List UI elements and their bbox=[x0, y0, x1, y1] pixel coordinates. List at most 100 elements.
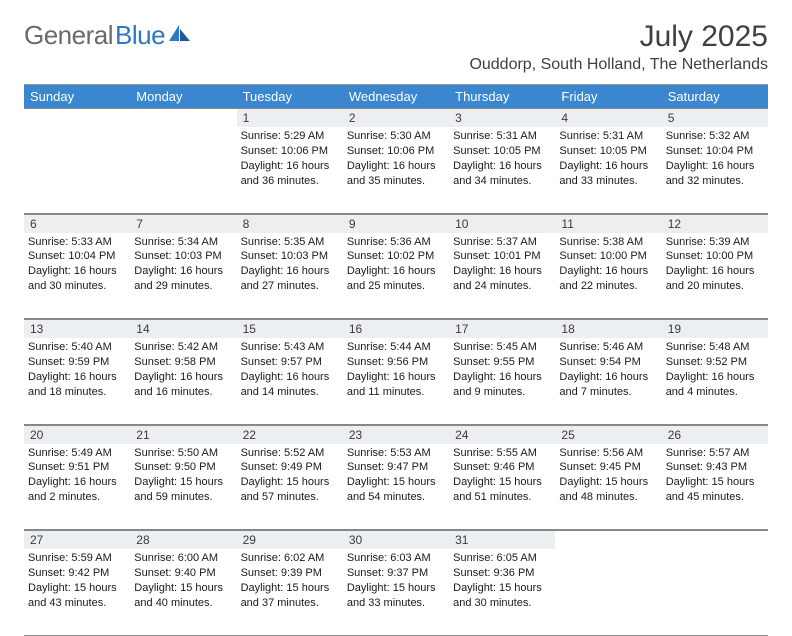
day-details: Sunrise: 5:49 AMSunset: 9:51 PMDaylight:… bbox=[24, 444, 130, 509]
day-detail-line: and 4 minutes. bbox=[666, 385, 764, 400]
day-details: Sunrise: 5:33 AMSunset: 10:04 PMDaylight… bbox=[24, 233, 130, 298]
day-number: 10 bbox=[449, 214, 555, 233]
day-number: 7 bbox=[130, 214, 236, 233]
day-cell-number: 9 bbox=[343, 213, 449, 233]
day-detail-line: Sunset: 10:04 PM bbox=[666, 144, 764, 159]
day-detail-line: Daylight: 15 hours bbox=[453, 475, 551, 490]
day-details: Sunrise: 5:46 AMSunset: 9:54 PMDaylight:… bbox=[555, 338, 661, 403]
title-block: July 2025 Ouddorp, South Holland, The Ne… bbox=[469, 20, 768, 74]
day-number: 21 bbox=[130, 425, 236, 444]
day-details: Sunrise: 6:02 AMSunset: 9:39 PMDaylight:… bbox=[237, 549, 343, 614]
day-cell-body: Sunrise: 5:50 AMSunset: 9:50 PMDaylight:… bbox=[130, 444, 236, 530]
day-details bbox=[555, 549, 661, 555]
day-cell-number: 17 bbox=[449, 319, 555, 339]
day-cell-body: Sunrise: 6:03 AMSunset: 9:37 PMDaylight:… bbox=[343, 549, 449, 635]
day-detail-line: Sunset: 10:02 PM bbox=[347, 249, 445, 264]
day-cell-body: Sunrise: 5:31 AMSunset: 10:05 PMDaylight… bbox=[555, 127, 661, 213]
day-cell-body: Sunrise: 5:52 AMSunset: 9:49 PMDaylight:… bbox=[237, 444, 343, 530]
day-detail-line: and 18 minutes. bbox=[28, 385, 126, 400]
day-cell-number: 4 bbox=[555, 108, 661, 127]
week-body-row: Sunrise: 5:49 AMSunset: 9:51 PMDaylight:… bbox=[24, 444, 768, 530]
header-tuesday: Tuesday bbox=[237, 85, 343, 109]
day-detail-line: Sunrise: 5:32 AM bbox=[666, 129, 764, 144]
day-detail-line: Sunrise: 6:02 AM bbox=[241, 551, 339, 566]
day-detail-line: Sunrise: 5:48 AM bbox=[666, 340, 764, 355]
day-number: 2 bbox=[343, 108, 449, 127]
day-detail-line: Sunset: 9:40 PM bbox=[134, 566, 232, 581]
day-detail-line: and 33 minutes. bbox=[347, 596, 445, 611]
day-cell-number: 15 bbox=[237, 319, 343, 339]
day-detail-line: Daylight: 16 hours bbox=[666, 370, 764, 385]
day-cell-number: 3 bbox=[449, 108, 555, 127]
day-detail-line: and 16 minutes. bbox=[134, 385, 232, 400]
week-body-row: Sunrise: 5:59 AMSunset: 9:42 PMDaylight:… bbox=[24, 549, 768, 635]
day-cell-body: Sunrise: 5:53 AMSunset: 9:47 PMDaylight:… bbox=[343, 444, 449, 530]
day-detail-line: Sunrise: 5:33 AM bbox=[28, 235, 126, 250]
day-cell-number: 13 bbox=[24, 319, 130, 339]
day-detail-line: and 54 minutes. bbox=[347, 490, 445, 505]
day-cell-number bbox=[24, 108, 130, 127]
day-detail-line: Sunset: 9:51 PM bbox=[28, 460, 126, 475]
day-cell-body: Sunrise: 5:45 AMSunset: 9:55 PMDaylight:… bbox=[449, 338, 555, 424]
day-number: 25 bbox=[555, 425, 661, 444]
day-number: 19 bbox=[662, 319, 768, 338]
day-detail-line: and 25 minutes. bbox=[347, 279, 445, 294]
day-cell-body: Sunrise: 5:59 AMSunset: 9:42 PMDaylight:… bbox=[24, 549, 130, 635]
day-detail-line: Sunset: 9:59 PM bbox=[28, 355, 126, 370]
day-detail-line: and 51 minutes. bbox=[453, 490, 551, 505]
day-detail-line: Sunset: 9:36 PM bbox=[453, 566, 551, 581]
day-detail-line: Sunrise: 5:50 AM bbox=[134, 446, 232, 461]
day-number: 12 bbox=[662, 214, 768, 233]
day-detail-line: and 33 minutes. bbox=[559, 174, 657, 189]
day-detail-line: Daylight: 15 hours bbox=[134, 581, 232, 596]
day-number: 3 bbox=[449, 108, 555, 127]
day-details: Sunrise: 6:03 AMSunset: 9:37 PMDaylight:… bbox=[343, 549, 449, 614]
month-title: July 2025 bbox=[469, 20, 768, 54]
day-detail-line: Sunset: 10:06 PM bbox=[347, 144, 445, 159]
day-cell-body: Sunrise: 6:02 AMSunset: 9:39 PMDaylight:… bbox=[237, 549, 343, 635]
day-cell-number bbox=[130, 108, 236, 127]
logo-text-blue: Blue bbox=[115, 20, 165, 51]
day-cell-body: Sunrise: 5:37 AMSunset: 10:01 PMDaylight… bbox=[449, 233, 555, 319]
day-detail-line: Sunrise: 5:44 AM bbox=[347, 340, 445, 355]
day-detail-line: and 30 minutes. bbox=[453, 596, 551, 611]
day-cell-body: Sunrise: 5:29 AMSunset: 10:06 PMDaylight… bbox=[237, 127, 343, 213]
day-cell-body: Sunrise: 6:05 AMSunset: 9:36 PMDaylight:… bbox=[449, 549, 555, 635]
week-daynum-row: 20212223242526 bbox=[24, 424, 768, 444]
day-detail-line: Daylight: 15 hours bbox=[134, 475, 232, 490]
day-detail-line: and 48 minutes. bbox=[559, 490, 657, 505]
day-detail-line: Sunset: 9:45 PM bbox=[559, 460, 657, 475]
day-cell-body: Sunrise: 6:00 AMSunset: 9:40 PMDaylight:… bbox=[130, 549, 236, 635]
week-daynum-row: 12345 bbox=[24, 108, 768, 127]
day-detail-line: Sunrise: 6:05 AM bbox=[453, 551, 551, 566]
week-daynum-row: 2728293031 bbox=[24, 530, 768, 550]
day-detail-line: Sunrise: 5:38 AM bbox=[559, 235, 657, 250]
day-number: 9 bbox=[343, 214, 449, 233]
day-detail-line: Sunrise: 5:36 AM bbox=[347, 235, 445, 250]
day-details bbox=[24, 127, 130, 133]
day-detail-line: Sunrise: 5:42 AM bbox=[134, 340, 232, 355]
day-details: Sunrise: 5:37 AMSunset: 10:01 PMDaylight… bbox=[449, 233, 555, 298]
day-details bbox=[130, 127, 236, 133]
day-detail-line: Sunset: 9:49 PM bbox=[241, 460, 339, 475]
day-detail-line: Sunset: 10:05 PM bbox=[453, 144, 551, 159]
day-details: Sunrise: 5:52 AMSunset: 9:49 PMDaylight:… bbox=[237, 444, 343, 509]
day-detail-line: Sunrise: 5:46 AM bbox=[559, 340, 657, 355]
day-number: 22 bbox=[237, 425, 343, 444]
day-number: 1 bbox=[237, 108, 343, 127]
day-detail-line: Sunrise: 6:00 AM bbox=[134, 551, 232, 566]
day-cell-body bbox=[130, 127, 236, 213]
day-number: 31 bbox=[449, 530, 555, 549]
day-detail-line: Daylight: 16 hours bbox=[28, 264, 126, 279]
day-detail-line: Sunset: 10:00 PM bbox=[559, 249, 657, 264]
day-details: Sunrise: 5:29 AMSunset: 10:06 PMDaylight… bbox=[237, 127, 343, 192]
day-cell-number bbox=[555, 530, 661, 550]
day-number: 30 bbox=[343, 530, 449, 549]
day-detail-line: Sunset: 9:54 PM bbox=[559, 355, 657, 370]
day-details: Sunrise: 5:35 AMSunset: 10:03 PMDaylight… bbox=[237, 233, 343, 298]
day-detail-line: Sunset: 9:37 PM bbox=[347, 566, 445, 581]
day-cell-body: Sunrise: 5:36 AMSunset: 10:02 PMDaylight… bbox=[343, 233, 449, 319]
day-number: 4 bbox=[555, 108, 661, 127]
day-cell-number: 27 bbox=[24, 530, 130, 550]
day-cell-body: Sunrise: 5:55 AMSunset: 9:46 PMDaylight:… bbox=[449, 444, 555, 530]
